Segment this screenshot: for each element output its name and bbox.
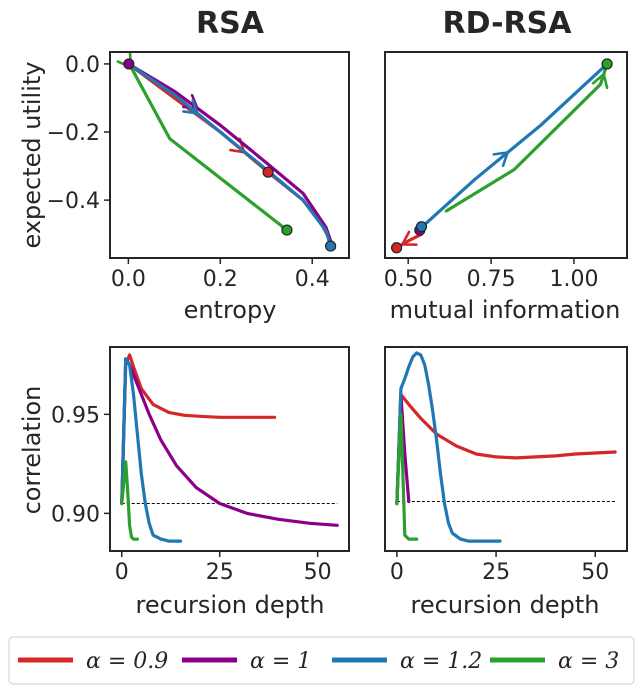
series-line [120, 357, 183, 543]
plot-frame [384, 346, 628, 552]
x-tick-label: 0.2 [203, 267, 238, 292]
y-tick-label: 0.90 [51, 502, 100, 527]
series-line [120, 353, 277, 506]
series-arrow [182, 98, 200, 115]
x-axis-label-recursion-depth-left: recursion depth [136, 591, 325, 619]
series-arrow [400, 230, 418, 246]
series-line [395, 351, 502, 543]
y-tick-label: −0.2 [47, 121, 100, 146]
x-axis-label-recursion-depth-right: recursion depth [411, 591, 600, 619]
plot-frame [109, 346, 350, 552]
legend-label: α = 0.9 [86, 649, 168, 674]
legend-label: α = 1.2 [400, 649, 482, 674]
legend-label: α = 3 [558, 649, 619, 674]
panel-rdrsa-correlation: 0 25 50 [384, 346, 628, 585]
series-line [395, 412, 419, 541]
series-arrow [492, 150, 510, 167]
panel-rdrsa-tradeoff: 0.50 0.75 1.00 [384, 51, 628, 292]
series-marker [415, 221, 428, 233]
y-tick-label: −0.4 [47, 189, 100, 214]
y-tick-label: 0.0 [65, 53, 100, 78]
panel-title-rsa: RSA [196, 6, 265, 41]
panel-rsa-tradeoff: 0.0 0.2 0.4 0.0 −0.2 −0.4 [47, 51, 350, 292]
x-tick-label: 25 [482, 560, 510, 585]
x-tick-label: 0.4 [295, 267, 330, 292]
series-marker [325, 240, 337, 252]
series-line [126, 62, 289, 232]
x-tick-label: 1.00 [549, 267, 598, 292]
legend: α = 0.9 α = 1 α = 1.2 α = 3 [8, 636, 635, 685]
x-tick-label: 50 [304, 560, 332, 585]
series-marker [601, 58, 613, 70]
x-tick-label: 0 [115, 560, 129, 585]
legend-frame [8, 636, 635, 685]
series-line [120, 357, 339, 527]
x-tick-label: 0 [390, 560, 404, 585]
panel-rsa-correlation: 0 25 50 0.95 0.90 [51, 346, 350, 585]
x-tick-label: 0.50 [384, 267, 433, 292]
series-line [120, 460, 139, 541]
series-marker [281, 224, 293, 236]
series-line [419, 62, 609, 229]
series-line [126, 62, 336, 250]
y-tick-label: 0.95 [51, 403, 100, 428]
series-arrow [591, 71, 609, 90]
x-axis-label-mutual-information: mutual information [390, 296, 621, 324]
plot-frame [384, 51, 628, 259]
panel-title-rdrsa: RD-RSA [443, 6, 573, 41]
x-tick-label: 50 [581, 560, 609, 585]
series-marker [391, 242, 403, 254]
x-tick-label: 25 [206, 560, 234, 585]
series-line [126, 62, 333, 248]
series-line [395, 392, 617, 506]
y-axis-label-correlation: correlation [18, 386, 46, 515]
series-marker [123, 58, 135, 70]
plot-frame [109, 51, 350, 259]
x-axis-label-entropy: entropy [184, 296, 277, 324]
series-line [126, 62, 335, 250]
y-axis-label-expected-utility: expected utility [18, 61, 46, 248]
legend-label: α = 1 [250, 649, 311, 674]
x-tick-label: 0.0 [111, 267, 146, 292]
series-marker [262, 166, 274, 178]
x-tick-label: 0.75 [467, 267, 516, 292]
